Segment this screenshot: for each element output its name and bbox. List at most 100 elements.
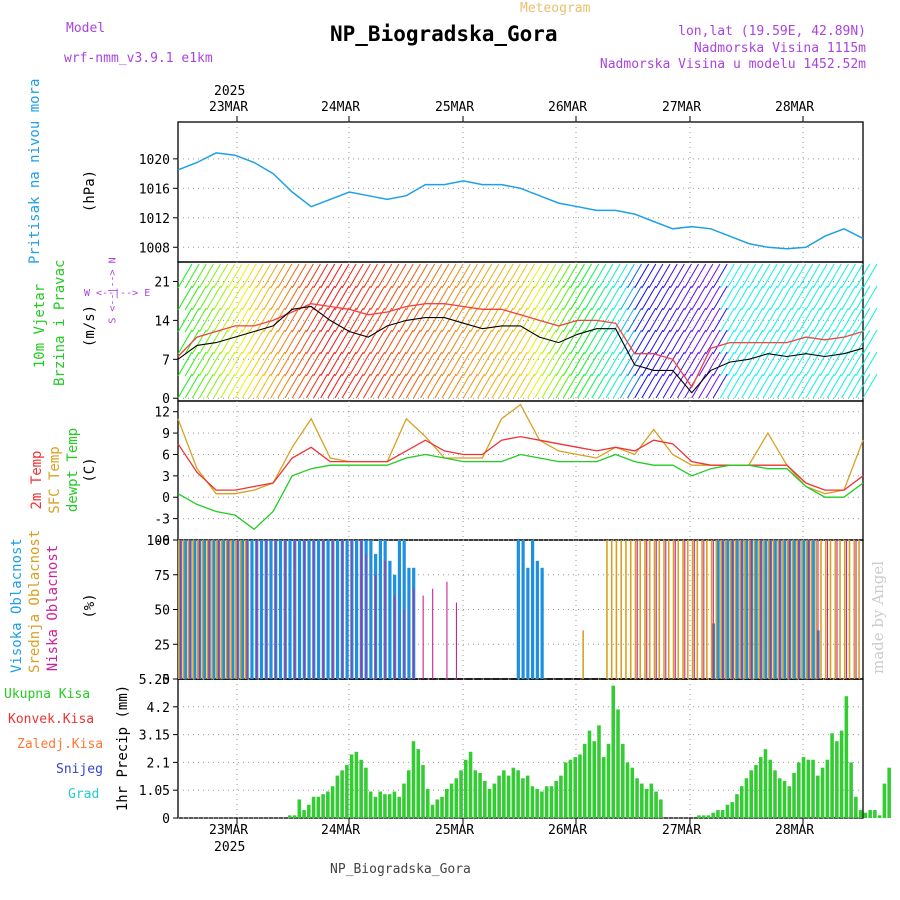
precip-bar <box>444 788 449 818</box>
cloud-bar <box>606 540 608 679</box>
cloud-bar <box>227 540 229 679</box>
wind-barb <box>405 263 421 289</box>
wind-barb <box>776 307 792 333</box>
cloud-bar <box>255 540 259 679</box>
cloud-bar <box>845 540 848 679</box>
wind-barb <box>719 351 735 377</box>
cloud-bar <box>658 540 661 679</box>
cloud-bar <box>332 540 334 679</box>
wind-barb <box>677 263 692 289</box>
wind-barb <box>769 329 785 355</box>
wind-barb <box>826 285 842 311</box>
cloud-bar <box>369 540 373 679</box>
precip-bar <box>473 770 478 818</box>
wind-barb <box>548 329 564 355</box>
wind-barb <box>206 373 221 399</box>
wind-barb <box>512 307 528 333</box>
wind-barb <box>691 351 707 377</box>
cloud-bar <box>715 540 718 679</box>
wind-barb <box>748 307 764 333</box>
y-tick-label: 0 <box>162 392 170 407</box>
cloud-bar <box>265 540 267 679</box>
wind-barb <box>527 285 543 311</box>
y-tick-label: 0 <box>162 812 170 827</box>
wind-barb <box>241 263 257 289</box>
wind-barb <box>184 285 200 311</box>
precip-bar <box>849 762 853 818</box>
precip-bar <box>773 770 777 818</box>
wind-barb <box>598 373 614 399</box>
wind-barb <box>213 307 229 333</box>
cloud-bar <box>634 540 637 679</box>
wind-barb <box>477 285 493 311</box>
wind-barb <box>270 329 286 355</box>
wind-barb <box>470 307 485 333</box>
precip-bar <box>659 799 663 818</box>
wind-barb <box>776 329 792 355</box>
wind-barb <box>627 285 642 311</box>
wind-barb <box>584 307 600 333</box>
wind-barb <box>227 373 243 399</box>
wind-barb <box>577 307 593 333</box>
wind-barb <box>320 307 336 333</box>
wind-barb <box>648 285 664 311</box>
wind-barb <box>298 351 314 377</box>
wind-barb <box>769 373 785 399</box>
precip-bar <box>330 786 335 818</box>
wind-barb <box>334 263 350 289</box>
wind-barb <box>677 307 692 333</box>
wind-barb <box>627 373 642 399</box>
wind-barb <box>634 285 650 311</box>
precip-bar <box>378 791 382 818</box>
wind-barb <box>769 263 785 289</box>
wind-barb <box>534 329 550 355</box>
cloud-bar <box>791 540 794 679</box>
cloud-bar <box>383 540 387 679</box>
wind-barb <box>648 373 664 399</box>
cloud-bar <box>244 540 247 679</box>
wind-barb <box>762 285 778 311</box>
precip-bar <box>597 725 601 818</box>
wind-barb <box>677 373 692 399</box>
wind-barb <box>555 285 571 311</box>
cloud-bar <box>798 540 800 679</box>
cloud-bar <box>811 540 815 679</box>
wind-barb <box>420 373 436 399</box>
wind-barb <box>677 329 692 355</box>
cloud-bar <box>816 630 820 679</box>
wind-barb <box>612 373 628 399</box>
wind-barb <box>455 263 471 289</box>
cloud-bar <box>625 540 627 679</box>
cloud-bar <box>259 540 264 679</box>
wind-barb <box>234 351 250 377</box>
precip-bar <box>720 810 725 818</box>
wind-barb <box>741 373 757 399</box>
cloud-bar <box>759 540 763 679</box>
cloud-bar <box>180 540 182 679</box>
wind-barb <box>191 285 207 311</box>
wind-barb <box>405 307 421 333</box>
precip-bar <box>540 791 544 818</box>
wind-barb <box>605 285 621 311</box>
wind-barb <box>477 373 493 399</box>
wind-barb <box>562 285 578 311</box>
compass-we: W <--|--> E <box>84 288 151 299</box>
cloud-bar <box>211 540 213 679</box>
precip-bar <box>830 733 834 818</box>
wind-barb <box>177 373 193 399</box>
cloud-bar <box>829 540 832 679</box>
wind-barb <box>755 373 771 399</box>
wind-barb <box>241 307 257 333</box>
wind-barb <box>512 285 528 311</box>
cloud-bar <box>283 540 287 679</box>
wind-barb <box>241 351 257 377</box>
cloud-bar <box>202 540 206 679</box>
wind-barb <box>462 373 478 399</box>
cloud-bar <box>582 630 584 679</box>
wind-barb <box>555 351 571 377</box>
cloud-bar <box>721 540 725 679</box>
wind-barb <box>384 285 400 311</box>
wind-barb <box>270 285 286 311</box>
wind-barb <box>334 285 350 311</box>
cloud-bar <box>250 540 254 679</box>
